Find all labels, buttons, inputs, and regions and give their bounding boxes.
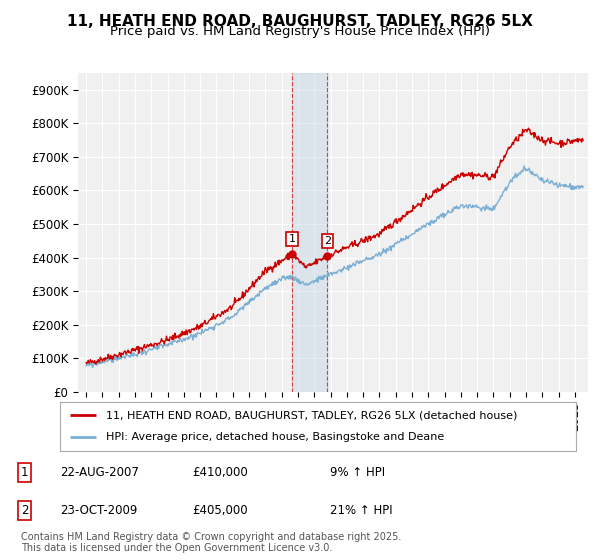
Text: 1: 1 (21, 466, 29, 479)
Text: 2: 2 (324, 236, 331, 246)
Text: Contains HM Land Registry data © Crown copyright and database right 2025.
This d: Contains HM Land Registry data © Crown c… (21, 531, 401, 553)
Text: Price paid vs. HM Land Registry's House Price Index (HPI): Price paid vs. HM Land Registry's House … (110, 25, 490, 38)
Bar (292, 73, 328, 392)
Text: 11, HEATH END ROAD, BAUGHURST, TADLEY, RG26 5LX (detached house): 11, HEATH END ROAD, BAUGHURST, TADLEY, R… (106, 410, 518, 421)
Text: £405,000: £405,000 (192, 504, 248, 517)
Text: 1: 1 (289, 234, 296, 244)
Text: 2: 2 (21, 504, 29, 517)
Text: 9% ↑ HPI: 9% ↑ HPI (330, 466, 385, 479)
Text: 23-OCT-2009: 23-OCT-2009 (60, 504, 137, 517)
Text: HPI: Average price, detached house, Basingstoke and Deane: HPI: Average price, detached house, Basi… (106, 432, 445, 442)
Text: 21% ↑ HPI: 21% ↑ HPI (330, 504, 392, 517)
Text: 22-AUG-2007: 22-AUG-2007 (60, 466, 139, 479)
Text: £410,000: £410,000 (192, 466, 248, 479)
Text: 11, HEATH END ROAD, BAUGHURST, TADLEY, RG26 5LX: 11, HEATH END ROAD, BAUGHURST, TADLEY, R… (67, 14, 533, 29)
